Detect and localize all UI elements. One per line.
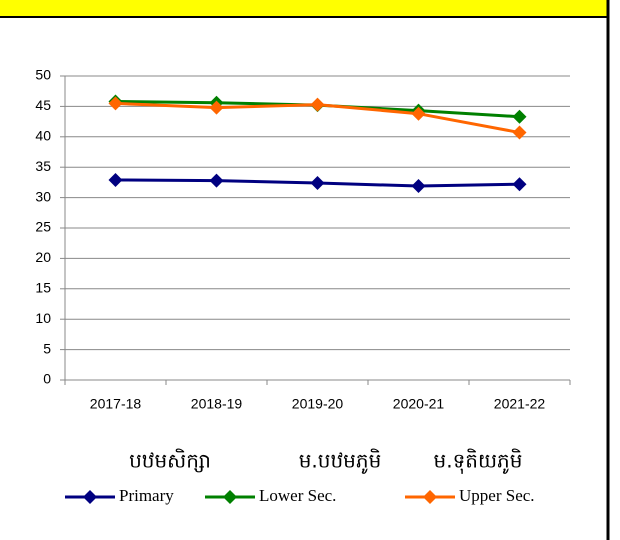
- marker: [512, 125, 527, 140]
- legend-local-name: ម.បឋមភូមិ: [299, 448, 382, 475]
- y-tick-label: 20: [35, 249, 51, 265]
- x-tick-label: 2018-19: [191, 396, 243, 412]
- y-tick-label: 30: [35, 188, 51, 204]
- y-tick-label: 35: [35, 158, 51, 174]
- y-tick-label: 45: [35, 97, 51, 113]
- y-tick-label: 5: [43, 340, 51, 356]
- marker: [512, 177, 527, 192]
- legend-marker: [423, 490, 437, 504]
- y-tick-label: 10: [35, 310, 51, 326]
- legend-label: Primary: [119, 486, 174, 505]
- marker: [108, 172, 123, 187]
- marker: [411, 179, 426, 194]
- y-tick-label: 50: [35, 67, 51, 83]
- marker: [411, 106, 426, 121]
- legend-local-name: បឋមសិក្សា: [129, 448, 211, 473]
- marker: [310, 97, 325, 112]
- y-tick-label: 15: [35, 280, 51, 296]
- x-tick-label: 2021-22: [494, 396, 546, 412]
- legend-marker: [83, 490, 97, 504]
- marker: [209, 173, 224, 188]
- legend-local-name: ម.ទុតិយភូមិ: [434, 448, 523, 475]
- x-tick-label: 2019-20: [292, 396, 344, 412]
- y-tick-label: 25: [35, 219, 51, 235]
- marker: [209, 100, 224, 115]
- x-tick-label: 2017-18: [90, 396, 142, 412]
- x-tick-label: 2020-21: [393, 396, 445, 412]
- y-tick-label: 40: [35, 128, 51, 144]
- legend-label: Lower Sec.: [259, 486, 336, 505]
- header-band: [0, 0, 608, 17]
- marker: [310, 176, 325, 191]
- legend-marker: [223, 490, 237, 504]
- y-tick-label: 0: [43, 371, 51, 387]
- marker: [108, 96, 123, 111]
- legend-label: Upper Sec.: [459, 486, 535, 505]
- marker: [512, 109, 527, 124]
